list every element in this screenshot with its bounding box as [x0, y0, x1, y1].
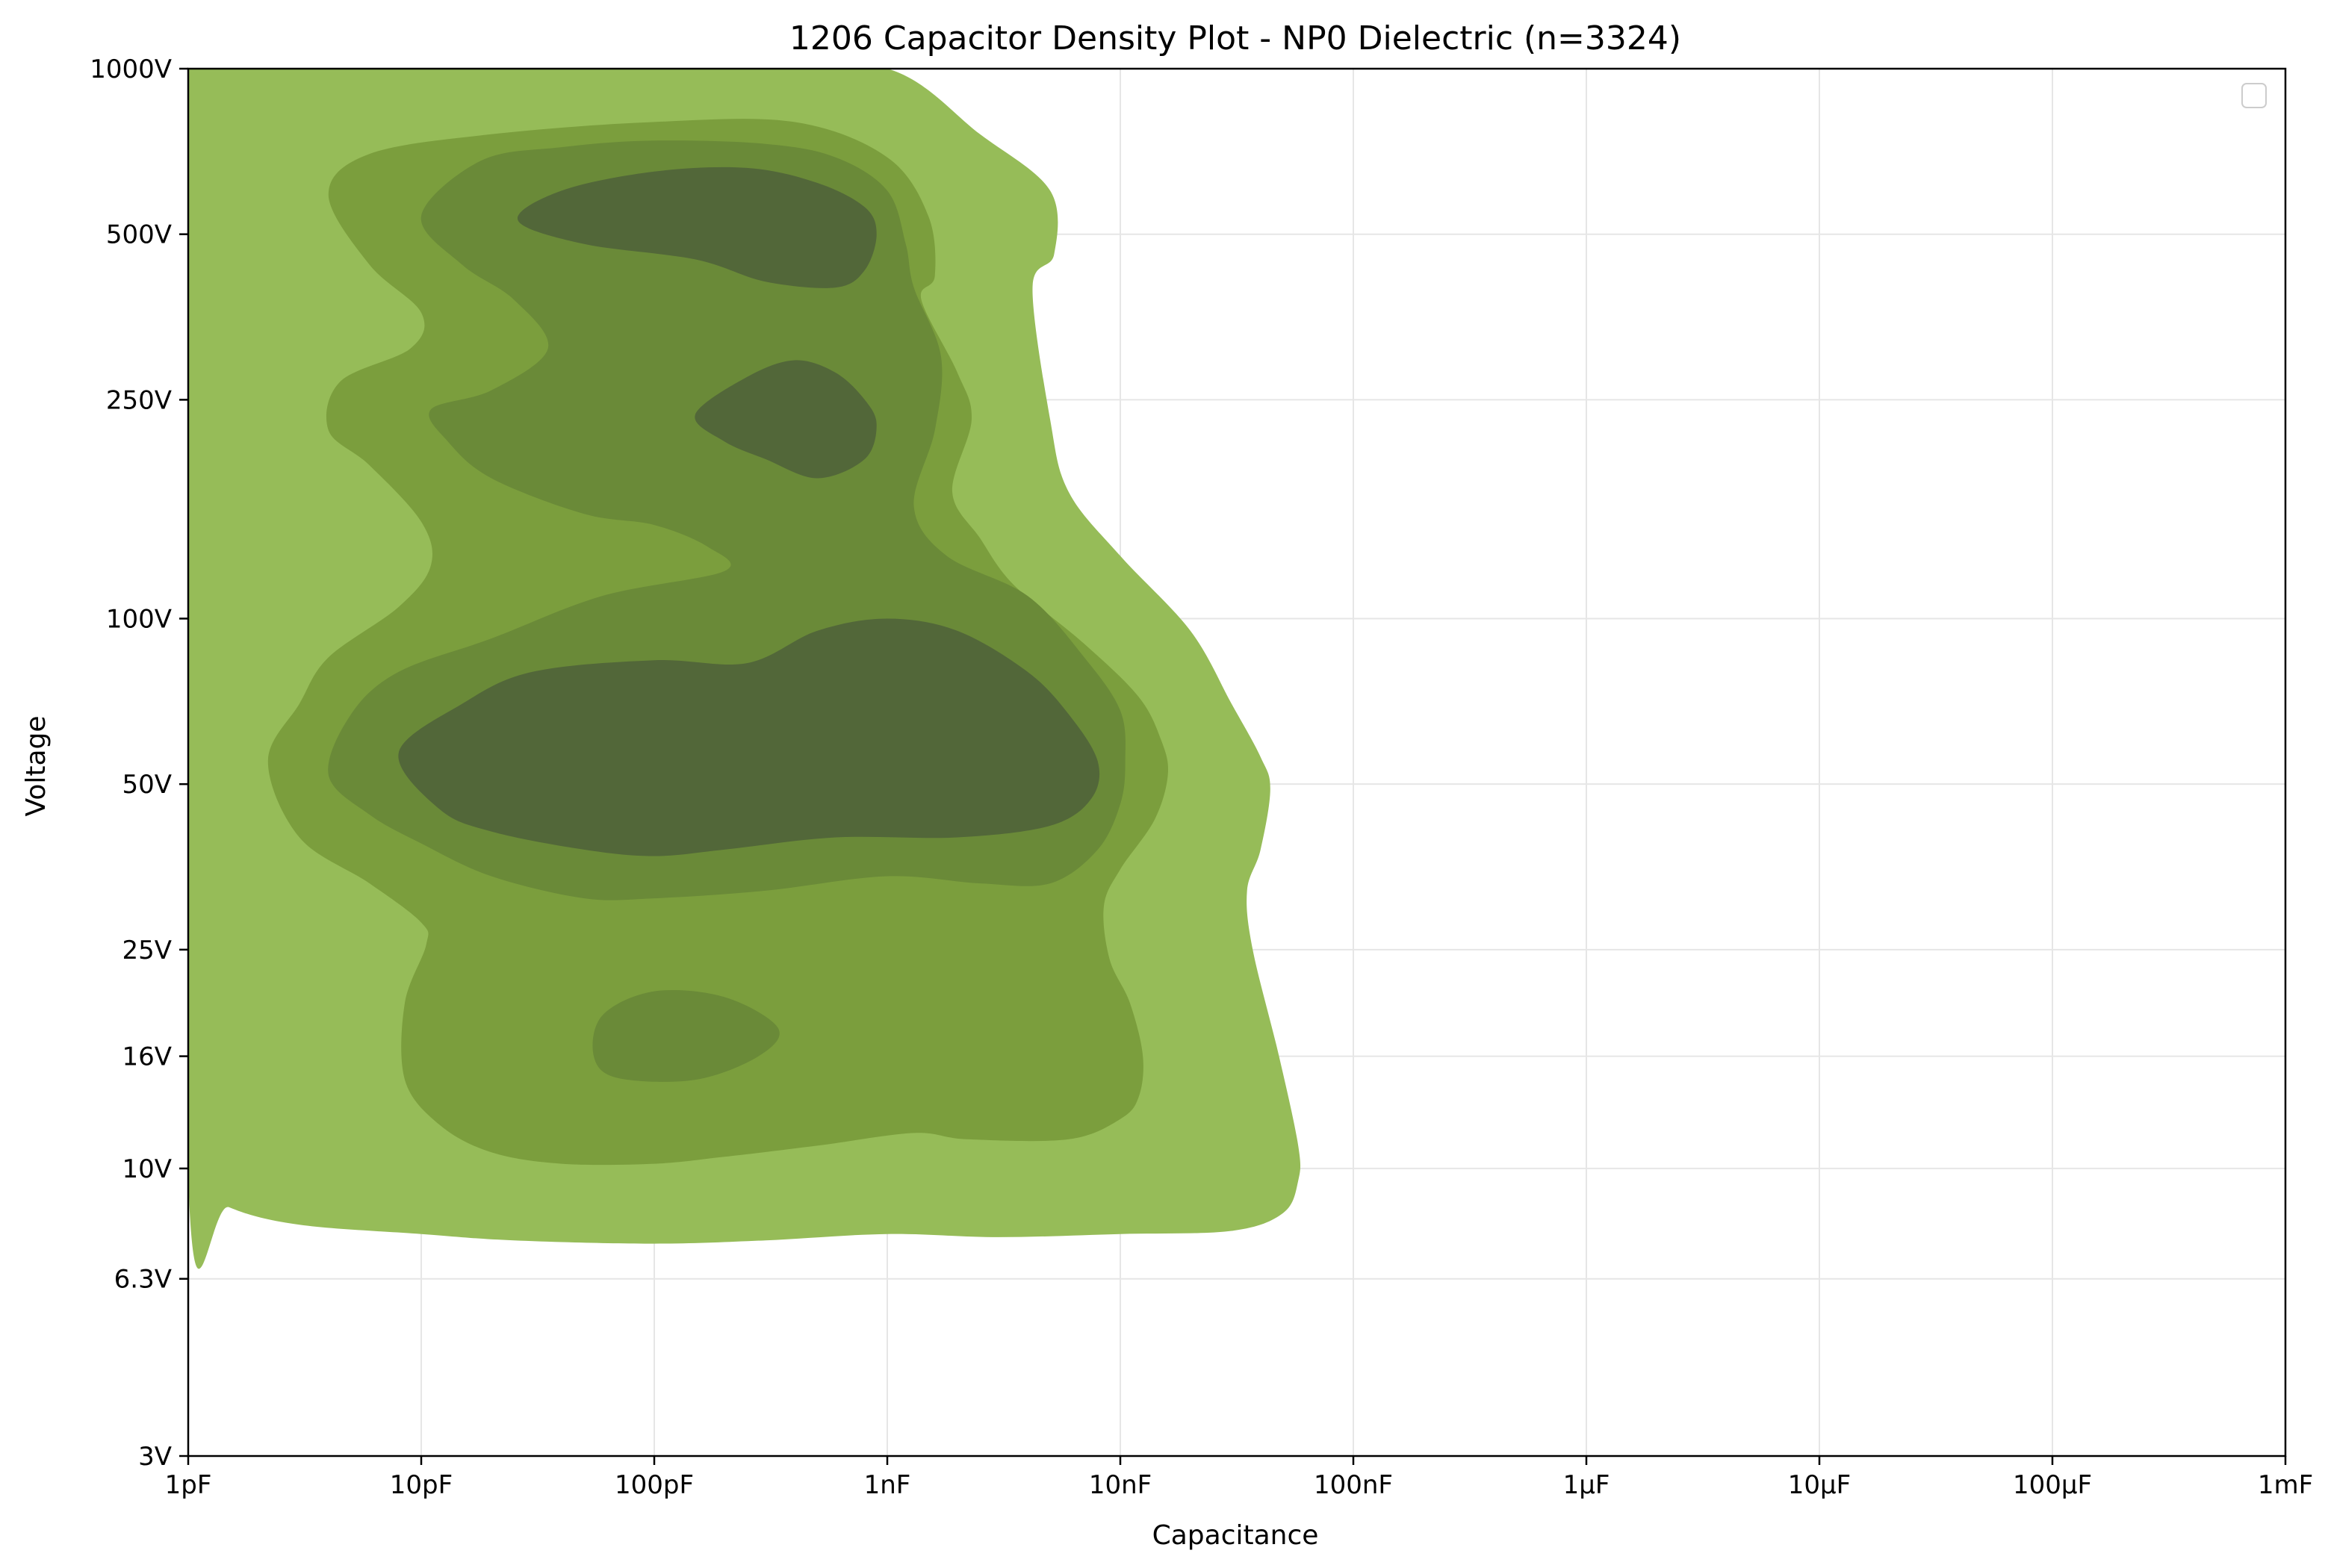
x-tick-label: 1µF — [1563, 1470, 1610, 1500]
x-tick-label: 10µF — [1788, 1470, 1851, 1500]
density-level-4-region — [398, 618, 1100, 856]
y-tick-label: 3V — [138, 1442, 172, 1472]
axes — [187, 67, 2287, 1457]
chart-title: 1206 Capacitor Density Plot - NP0 Dielec… — [789, 19, 1681, 57]
y-tick-label: 16V — [122, 1042, 172, 1072]
plot-frame — [187, 67, 2287, 1457]
x-tick-label: 100pF — [615, 1470, 694, 1500]
x-tick-label: 10nF — [1089, 1470, 1152, 1500]
y-axis-label: Voltage — [21, 715, 52, 816]
x-tick-label: 1mF — [2258, 1470, 2313, 1500]
x-tick-label: 100µF — [2013, 1470, 2092, 1500]
density-level-3-region — [592, 989, 780, 1082]
tick-labels: 1pF 10pF 100pF 1nF 10nF 100nF 1µF 10µF 100µF 1mF 3… — [90, 55, 2313, 1500]
x-tick-label: 1pF — [165, 1470, 212, 1500]
y-tick-label: 10V — [122, 1154, 172, 1184]
y-tick-label: 25V — [122, 936, 172, 965]
legend-box — [2241, 83, 2267, 108]
x-axis-label: Capacitance — [1152, 1520, 1319, 1551]
x-tick-label: 100nF — [1314, 1470, 1393, 1500]
y-tick-label: 500V — [106, 220, 172, 250]
density-level-4-region — [695, 360, 877, 479]
y-tick-label: 1000V — [90, 55, 172, 84]
y-tick-label: 250V — [106, 385, 172, 415]
density-contours — [188, 69, 1301, 1269]
x-tick-label: 1nF — [864, 1470, 911, 1500]
y-tick-label: 50V — [122, 770, 172, 800]
density-level-4-region — [517, 167, 877, 288]
y-tick-label: 6.3V — [114, 1265, 172, 1295]
x-tick-label: 10pF — [390, 1470, 453, 1500]
y-tick-label: 100V — [106, 604, 172, 634]
